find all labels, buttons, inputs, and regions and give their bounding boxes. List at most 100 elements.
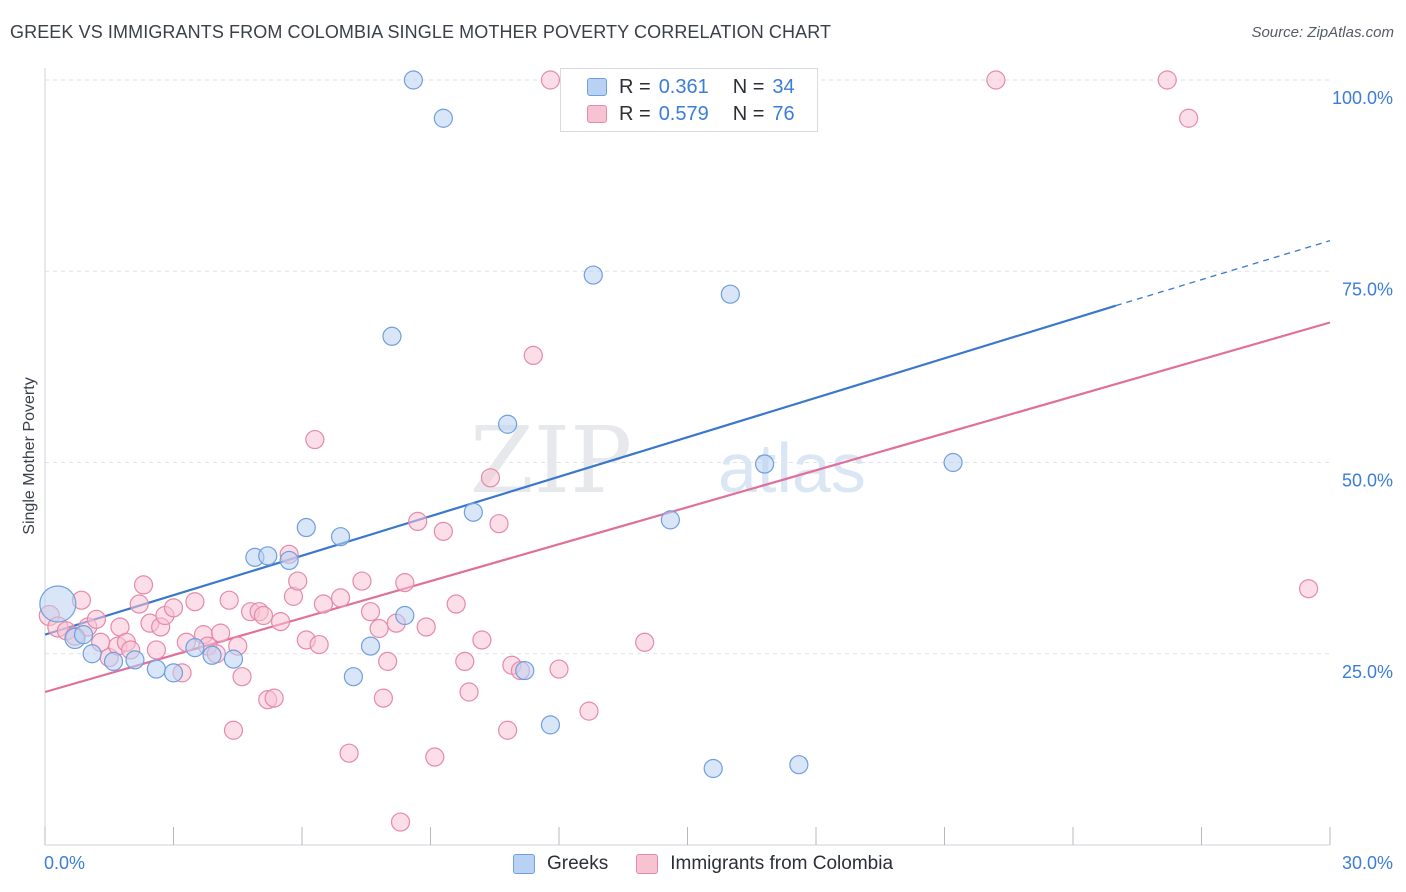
y-tick-label: 25.0% [1342, 662, 1393, 682]
greeks-point [202, 645, 222, 665]
greeks-point [258, 546, 278, 566]
colombia-point [425, 747, 445, 767]
colombia-point [185, 592, 205, 612]
colombia-r-label: R = [619, 102, 651, 125]
trend-lines [44, 240, 1331, 694]
colombia-point [330, 588, 351, 608]
colombia-point [378, 651, 398, 672]
greeks-legend-label: Greeks [546, 853, 609, 874]
greeks-point [296, 517, 316, 538]
greeks-point [403, 70, 423, 90]
greeks-point [703, 758, 723, 779]
axes [44, 68, 1331, 846]
greeks-point [660, 510, 680, 530]
colombia-point [459, 682, 479, 702]
colombia-point [1157, 70, 1177, 90]
colombia-n-label: N = [732, 102, 765, 125]
colombia-point [1298, 579, 1319, 599]
greeks-n-value: 34 [772, 75, 795, 98]
colombia-point [455, 651, 475, 672]
colombia-point [86, 609, 107, 629]
greeks-n-label: N = [732, 75, 765, 98]
colombia-point [211, 623, 231, 643]
greeks-point [125, 650, 145, 670]
colombia-point [395, 573, 415, 593]
colombia-point [146, 640, 166, 660]
legend-row-colombia: R = 0.579 N = 76 [587, 101, 795, 127]
source-label: Source: ZipAtlas.com [1251, 24, 1394, 41]
y-tick-label: 50.0% [1342, 471, 1393, 491]
colombia-point [1179, 108, 1199, 128]
y-tick-label: 100.0% [1332, 88, 1393, 108]
colombia-point [498, 720, 518, 740]
greeks-legend-swatch [512, 854, 535, 874]
colombia-point [579, 701, 599, 721]
legend-row-greeks: R = 0.361 N = 34 [587, 74, 795, 100]
colombia-point [288, 571, 308, 591]
greeks-point [146, 659, 166, 679]
greeks-trend-line [44, 304, 1117, 636]
greeks-point [583, 265, 603, 285]
colombia-point [253, 605, 274, 626]
greeks-point [39, 585, 77, 623]
colombia-point [313, 594, 334, 614]
watermark: ZIP atlas [470, 407, 866, 514]
greeks-point [82, 644, 102, 664]
greeks-point [540, 715, 561, 735]
greeks-trend-extension [1115, 240, 1331, 307]
greeks-point [395, 605, 415, 626]
colombia-point [309, 634, 329, 655]
correlation-legend: R = 0.361 N = 34 R = 0.579 N = 76 [560, 68, 818, 132]
y-axis-label: Single Mother Poverty [21, 377, 38, 534]
colombia-point [523, 345, 543, 365]
legend-item-greeks[interactable]: Greeks [512, 853, 609, 875]
colombia-point [416, 617, 436, 637]
greeks-swatch [587, 78, 607, 96]
greeks-point [73, 625, 94, 645]
colombia-point [369, 618, 389, 639]
greeks-point [185, 638, 205, 658]
series-legend: Greeks Immigrants from Colombia [0, 852, 1406, 876]
greeks-point [360, 636, 381, 656]
greeks-point [223, 649, 244, 669]
colombia-n-value: 76 [772, 102, 795, 125]
grid-lines [45, 79, 1330, 655]
greeks-point [433, 108, 453, 128]
greeks-point [163, 663, 184, 683]
greeks-point [720, 284, 740, 304]
colombia-point [339, 743, 359, 763]
tick-labels: 25.0% 50.0% 75.0% 100.0% 0.0% 30.0% [44, 88, 1393, 873]
colombia-point [472, 630, 492, 650]
greeks-r-label: R = [619, 75, 651, 98]
chart-title: GREEK VS IMMIGRANTS FROM COLOMBIA SINGLE… [10, 22, 832, 42]
colombia-r-value: 0.579 [658, 102, 709, 125]
greeks-points [39, 70, 963, 779]
greeks-point [943, 452, 963, 473]
colombia-point [129, 594, 149, 614]
colombia-point [360, 602, 381, 622]
colombia-point [446, 594, 466, 614]
legend-item-colombia[interactable]: Immigrants from Colombia [636, 853, 893, 875]
x-tick-label: 30.0% [1342, 853, 1393, 873]
colombia-point [219, 590, 239, 610]
greeks-point [789, 755, 809, 775]
colombia-trend-line [44, 321, 1331, 694]
greeks-r-value: 0.361 [658, 75, 709, 98]
colombia-point [163, 598, 184, 618]
colombia-point [264, 688, 284, 708]
colombia-point [270, 612, 291, 632]
greeks-point [103, 651, 124, 672]
colombia-point [549, 659, 569, 679]
colombia-point [433, 521, 453, 541]
colombia-swatch [587, 105, 607, 123]
colombia-points [38, 70, 1319, 832]
colombia-point [223, 720, 244, 740]
greeks-point [343, 667, 363, 687]
colombia-legend-swatch [636, 854, 659, 874]
greeks-point [754, 454, 775, 474]
colombia-point [489, 514, 509, 534]
colombia-point [635, 632, 655, 652]
colombia-point [232, 667, 252, 687]
greeks-point [515, 660, 535, 681]
